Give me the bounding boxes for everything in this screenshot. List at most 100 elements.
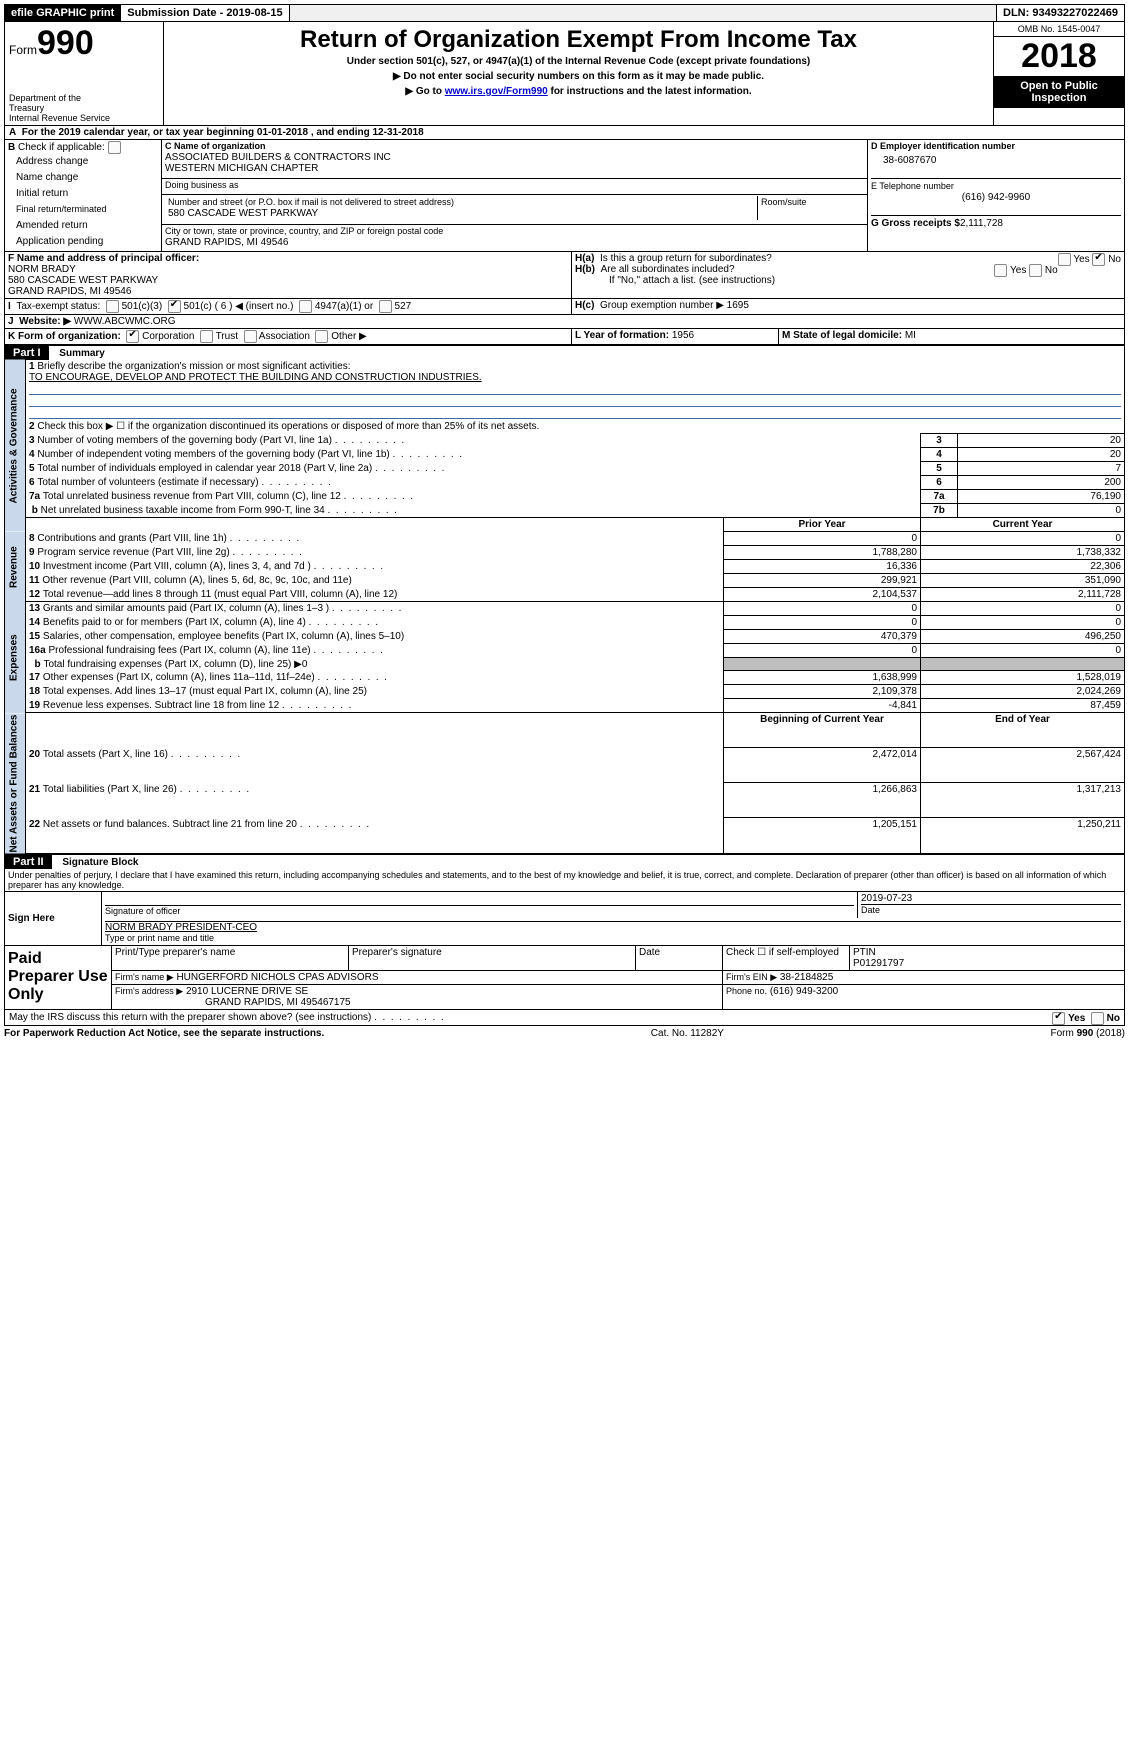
l17-text: Other expenses (Part IX, column (A), lin… [43, 672, 387, 683]
checkbox-icon[interactable] [1092, 253, 1105, 266]
current-year: Current Year [921, 518, 1125, 532]
room-label: Room/suite [758, 196, 865, 220]
dept-line-1: Department of the [9, 93, 159, 103]
ptin-label: PTIN [853, 947, 876, 958]
b-initial: Initial return [16, 188, 68, 199]
firm-addr2: GRAND RAPIDS, MI 495467175 [205, 997, 351, 1008]
l4-val: 20 [958, 448, 1125, 462]
l12-curr: 2,111,728 [921, 588, 1125, 602]
line-6: 6 Total number of volunteers (estimate i… [5, 476, 1125, 490]
f-h-block: F Name and address of principal officer:… [4, 252, 1125, 299]
preparer-table: Paid Preparer Use Only Print/Type prepar… [4, 946, 1125, 1010]
j-label: Website: ▶ [19, 316, 71, 327]
type-name-label: Type or print name and title [105, 933, 214, 943]
b-address-change: Address change [16, 156, 88, 167]
line-a: A For the 2019 calendar year, or tax yea… [4, 126, 1125, 140]
line-1: 1 Briefly describe the organization's mi… [26, 360, 1125, 420]
l16a-curr: 0 [921, 644, 1125, 658]
a-mid: , and ending [311, 127, 373, 138]
eoy-label: End of Year [921, 713, 1125, 748]
k-other: Other ▶ [331, 331, 366, 342]
b-label: Check if applicable: [18, 142, 105, 153]
l10-text: Investment income (Part VIII, column (A)… [43, 561, 383, 572]
line-5: 5 Total number of individuals employed i… [5, 462, 1125, 476]
k-l-m-block: K Form of organization: Corporation Trus… [4, 329, 1125, 345]
irs-link[interactable]: www.irs.gov/Form990 [445, 86, 548, 97]
part2-badge: Part II [5, 855, 52, 869]
subtitle-1: Under section 501(c), 527, or 4947(a)(1)… [166, 56, 991, 67]
dept-line-2: Treasury [9, 103, 159, 113]
l11-text: Other revenue (Part VIII, column (A), li… [42, 575, 351, 586]
l8-text: Contributions and grants (Part VIII, lin… [37, 533, 299, 544]
entity-block: B Check if applicable: Address change Na… [4, 140, 1125, 252]
checkbox-icon[interactable] [379, 300, 392, 313]
mission-text: TO ENCOURAGE, DEVELOP AND PROTECT THE BU… [29, 372, 482, 383]
section-j: J Website: ▶ WWW.ABCWMC.ORG [5, 315, 1125, 329]
pt-name-label: Print/Type preparer's name [112, 946, 349, 971]
l14-curr: 0 [921, 616, 1125, 630]
part2-header-row: Part II Signature Block [4, 854, 1125, 869]
k-label: K Form of organization: [8, 331, 121, 342]
l3-box: 3 [921, 434, 958, 448]
l3-text: Number of voting members of the governin… [37, 435, 404, 446]
no-label: No [1108, 254, 1121, 265]
b-pending: Application pending [16, 236, 103, 247]
ptin-value: P01291797 [853, 958, 904, 969]
g-label: G Gross receipts $ [871, 218, 960, 229]
checkbox-icon[interactable] [106, 300, 119, 313]
checkbox-icon[interactable] [1091, 1012, 1104, 1025]
yes-label: Yes [1010, 265, 1026, 276]
l7a-box: 7a [921, 490, 958, 504]
checkbox-icon[interactable] [1052, 1012, 1065, 1025]
l15-curr: 496,250 [921, 630, 1125, 644]
prep-date-label: Date [636, 946, 723, 971]
prep-sig-label: Preparer's signature [349, 946, 636, 971]
checkbox-icon[interactable] [168, 300, 181, 313]
checkbox-icon[interactable] [315, 330, 328, 343]
gross-receipts: 2,111,728 [960, 218, 1003, 229]
checkbox-icon[interactable] [1058, 253, 1071, 266]
sig-officer-label: Signature of officer [105, 906, 180, 916]
checkbox-icon[interactable] [126, 330, 139, 343]
l6-val: 200 [958, 476, 1125, 490]
l20-text: Total assets (Part X, line 16) [43, 749, 240, 760]
prep-phone: (616) 949-3200 [770, 986, 838, 997]
checkbox-icon[interactable] [108, 141, 121, 154]
l16a-prior: 0 [724, 644, 921, 658]
form-label: Form [9, 43, 37, 57]
checkbox-icon[interactable] [1029, 264, 1042, 277]
page-footer: For Paperwork Reduction Act Notice, see … [4, 1028, 1125, 1039]
l22-curr: 1,250,211 [921, 818, 1125, 853]
hb-note: If "No," attach a list. (see instruction… [609, 275, 775, 286]
line-3: 3 Number of voting members of the govern… [5, 434, 1125, 448]
prior-year: Prior Year [724, 518, 921, 532]
l11-curr: 351,090 [921, 574, 1125, 588]
l16b-text: Total fundraising expenses (Part IX, col… [43, 659, 307, 670]
checkbox-icon[interactable] [299, 300, 312, 313]
firm-ein-label: Firm's EIN ▶ [726, 972, 777, 982]
l7a-text: Total unrelated business revenue from Pa… [43, 491, 413, 502]
discuss-row: May the IRS discuss this return with the… [4, 1010, 1125, 1026]
m-label: M State of legal domicile: [782, 330, 902, 341]
checkbox-icon[interactable] [200, 330, 213, 343]
l4-text: Number of independent voting members of … [37, 449, 462, 460]
part1-badge: Part I [5, 346, 49, 360]
a-end: 12-31-2018 [373, 127, 424, 138]
section-c-name: C Name of organization ASSOCIATED BUILDE… [162, 140, 868, 179]
boy-label: Beginning of Current Year [724, 713, 921, 748]
l18-prior: 2,109,378 [724, 685, 921, 699]
l7b-val: 0 [958, 504, 1125, 518]
l16a-text: Professional fundraising fees (Part IX, … [48, 645, 382, 656]
checkbox-icon[interactable] [244, 330, 257, 343]
l13-curr: 0 [921, 602, 1125, 616]
firm-addr1: 2910 LUCERNE DRIVE SE [186, 986, 308, 997]
submission-date: Submission Date - 2019-08-15 [120, 5, 289, 21]
perjury-text: Under penalties of perjury, I declare th… [4, 869, 1125, 892]
hc-label: Group exemption number ▶ [600, 300, 724, 311]
officer-addr2: GRAND RAPIDS, MI 49546 [8, 286, 131, 297]
tax-year: 2018 [994, 37, 1124, 76]
rev-side-label: Revenue [5, 532, 26, 602]
officer-name: NORM BRADY [8, 264, 76, 275]
checkbox-icon[interactable] [994, 264, 1007, 277]
ein-value: 38-6087670 [883, 155, 1121, 166]
